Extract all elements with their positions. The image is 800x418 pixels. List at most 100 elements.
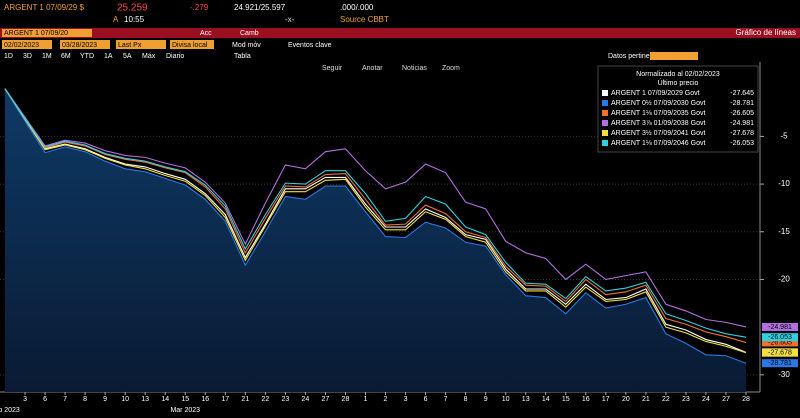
end-label-bg bbox=[762, 333, 798, 342]
price: 25.259 bbox=[117, 3, 148, 14]
x-tick-label: 14 bbox=[161, 396, 169, 403]
tool-button[interactable]: Zoom bbox=[442, 65, 460, 72]
start-field[interactable] bbox=[2, 40, 52, 49]
ticker: ARGENT 1 07/09/29 $ bbox=[4, 3, 84, 12]
x-tick-label: 8 bbox=[83, 396, 87, 403]
legend-value: -27.678 bbox=[730, 130, 754, 137]
x-tick-label: 3 bbox=[404, 396, 408, 403]
x-tick-label: 7 bbox=[63, 396, 67, 403]
line bbox=[4, 88, 747, 354]
period-button[interactable]: 1M bbox=[42, 53, 52, 60]
security-field[interactable] bbox=[2, 29, 92, 37]
window-title: Gráfico de líneas bbox=[736, 28, 796, 37]
y-tick-label: -5 bbox=[780, 132, 788, 141]
x-tick-label: 24 bbox=[702, 396, 710, 403]
period-button[interactable]: 5A bbox=[123, 53, 132, 60]
x-tick-label: 24 bbox=[302, 396, 310, 403]
legend-entry: ARGENT 3½ 07/09/2041 Govt bbox=[611, 129, 705, 137]
header-bar bbox=[0, 0, 800, 28]
month-label: Mar 2023 bbox=[170, 407, 200, 414]
x-tick-label: 21 bbox=[241, 396, 249, 403]
line bbox=[4, 88, 747, 328]
legend-entry: ARGENT 0½ 07/09/2030 Govt bbox=[611, 99, 705, 107]
x-tick-label: 8 bbox=[464, 396, 468, 403]
change: -.279 bbox=[190, 3, 209, 12]
currency-box[interactable] bbox=[170, 40, 214, 49]
end-label: -28.781 bbox=[768, 360, 792, 367]
x-tick-label: 10 bbox=[121, 396, 129, 403]
x-mark: -x- bbox=[285, 15, 295, 24]
legend-swatch bbox=[602, 110, 608, 116]
time-label: A bbox=[113, 15, 119, 24]
currency[interactable]: Divisa local bbox=[172, 42, 208, 49]
legend-box bbox=[597, 65, 759, 153]
time: 10:55 bbox=[124, 15, 145, 24]
month-label: Feb 2023 bbox=[0, 407, 20, 414]
end-field[interactable] bbox=[60, 40, 110, 49]
legend-entry: ARGENT 1 07/09/2029 Govt bbox=[611, 90, 700, 97]
x-tick-label: 13 bbox=[522, 396, 530, 403]
x-tick-label: 23 bbox=[682, 396, 690, 403]
start-date[interactable]: 02/02/2023 bbox=[4, 42, 39, 49]
x-tick-label: 1 bbox=[364, 396, 368, 403]
tool-button[interactable]: Seguir bbox=[322, 65, 343, 72]
end-date[interactable]: 03/28/2023 bbox=[62, 42, 97, 49]
period-button[interactable]: 1A bbox=[104, 53, 113, 60]
tool-button[interactable]: Noticias bbox=[402, 65, 427, 72]
x-tick-label: 2 bbox=[384, 396, 388, 403]
legend-subtitle: Último precio bbox=[658, 78, 699, 87]
legend-value: -26.053 bbox=[730, 140, 754, 147]
x-tick-label: 21 bbox=[642, 396, 650, 403]
period-button[interactable]: Máx bbox=[142, 53, 156, 60]
x-tick-label: 10 bbox=[502, 396, 510, 403]
y-tick-label: -20 bbox=[778, 275, 790, 284]
x-tick-label: 15 bbox=[181, 396, 189, 403]
x-tick-label: 17 bbox=[602, 396, 610, 403]
mod-button[interactable]: Mod móv bbox=[232, 42, 261, 49]
legend-swatch bbox=[602, 130, 608, 136]
period-button[interactable]: 3D bbox=[23, 53, 32, 60]
end-label: -26.605 bbox=[768, 339, 792, 346]
field-box[interactable] bbox=[116, 40, 166, 49]
y-tick-label: -10 bbox=[778, 179, 790, 188]
x-tick-label: 3 bbox=[23, 396, 27, 403]
x-tick-label: 20 bbox=[622, 396, 630, 403]
security[interactable]: ARGENT 1 07/09/20 bbox=[4, 30, 68, 37]
data-field[interactable] bbox=[650, 52, 698, 60]
legend-entry: ARGENT 1⅛ 07/09/2035 Govt bbox=[611, 110, 705, 117]
x-tick-label: 17 bbox=[221, 396, 229, 403]
legend-value: -28.781 bbox=[730, 100, 754, 107]
y-tick-label: -15 bbox=[778, 227, 790, 236]
end-label-bg bbox=[762, 338, 798, 347]
tool-button[interactable]: Anotar bbox=[362, 65, 383, 72]
end-label: -27.678 bbox=[768, 350, 792, 357]
x-tick-label: 23 bbox=[281, 396, 289, 403]
y-tick-label: -30 bbox=[778, 370, 790, 379]
period-button[interactable]: YTD bbox=[80, 53, 94, 60]
acc-button[interactable]: Acc bbox=[200, 30, 212, 37]
x-tick-label: 9 bbox=[484, 396, 488, 403]
period-button[interactable]: 6M bbox=[61, 53, 71, 60]
camb-button[interactable]: Camb bbox=[240, 30, 259, 37]
legend-swatch bbox=[602, 140, 608, 146]
period-button[interactable]: 1D bbox=[4, 53, 13, 60]
x-tick-label: 16 bbox=[582, 396, 590, 403]
line bbox=[4, 88, 747, 343]
toolbar bbox=[0, 28, 800, 38]
x-tick-label: 28 bbox=[342, 396, 350, 403]
x-tick-label: 9 bbox=[103, 396, 107, 403]
data-button[interactable]: Datos pertinent bbox=[608, 53, 656, 60]
line bbox=[4, 88, 747, 353]
period-freq[interactable]: Diario bbox=[166, 53, 184, 60]
legend-swatch bbox=[602, 90, 608, 96]
line bbox=[4, 88, 747, 338]
table-button[interactable]: Tabla bbox=[234, 53, 251, 60]
x-tick-label: 13 bbox=[141, 396, 149, 403]
field[interactable]: Last Px bbox=[118, 42, 142, 49]
x-tick-label: 14 bbox=[542, 396, 550, 403]
legend-value: -24.981 bbox=[730, 120, 754, 127]
events-button[interactable]: Eventos clave bbox=[288, 42, 332, 49]
source: Source CBBT bbox=[340, 15, 389, 24]
x-tick-label: 28 bbox=[742, 396, 750, 403]
